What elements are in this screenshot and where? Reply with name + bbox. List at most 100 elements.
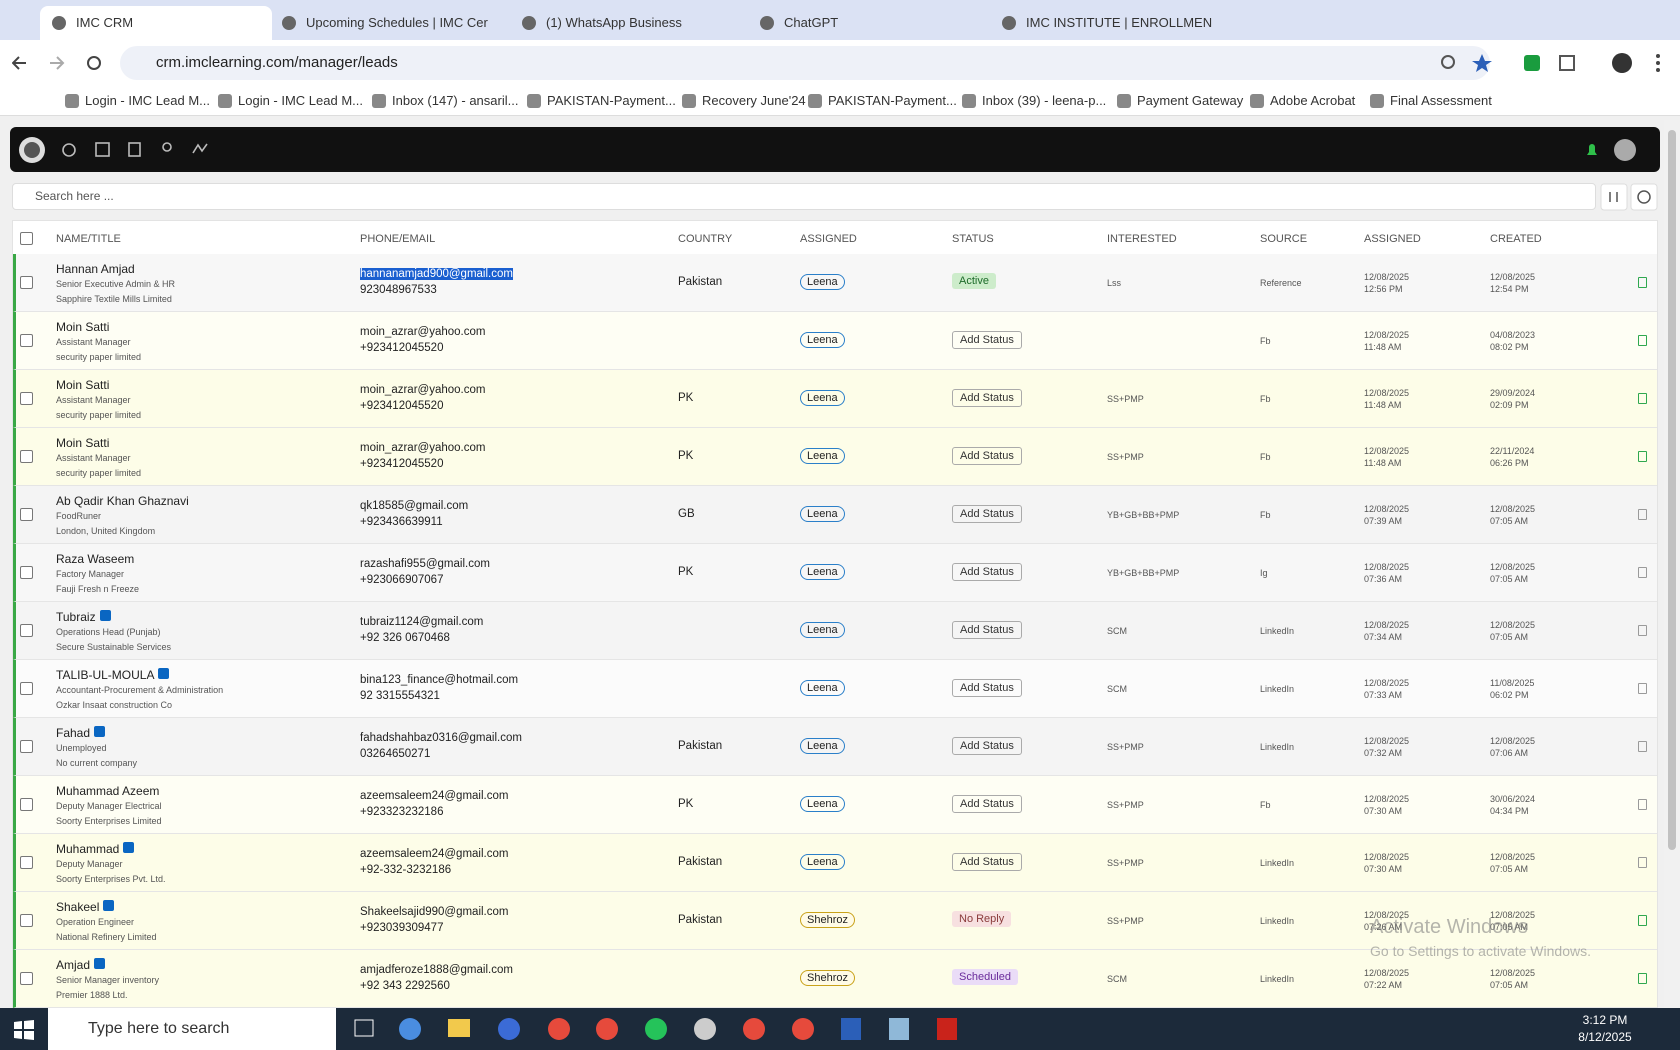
lead-email[interactable]: razashafi955@gmail.com <box>360 558 490 570</box>
lead-email[interactable]: qk18585@gmail.com <box>360 500 469 512</box>
lead-email[interactable]: bina123_finance@hotmail.com <box>360 674 519 686</box>
start-button[interactable] <box>14 1020 34 1040</box>
created-time: 02:09 PM <box>1490 400 1529 410</box>
notes-icon[interactable] <box>1638 277 1647 288</box>
row-checkbox[interactable] <box>20 276 33 289</box>
lead-email[interactable]: fahadshahbaz0316@gmail.com <box>360 732 522 744</box>
row-checkbox[interactable] <box>20 740 33 753</box>
notes-icon[interactable] <box>1638 915 1647 926</box>
lead-status[interactable]: Add Status <box>952 795 1022 813</box>
created-date: 12/08/2025 <box>1490 736 1536 746</box>
lead-status[interactable]: Add Status <box>952 331 1022 349</box>
created-date: 29/09/2024 <box>1490 388 1536 398</box>
tab[interactable]: IMC CRM <box>40 6 272 40</box>
row-checkbox[interactable] <box>20 624 33 637</box>
notes-icon[interactable] <box>1638 625 1647 636</box>
lead-status[interactable]: No Reply <box>952 911 1012 927</box>
assigned-time: 11:48 AM <box>1364 342 1402 352</box>
bookmark[interactable]: PAKISTAN-Payment... <box>527 86 676 116</box>
scrollbar[interactable] <box>1664 120 1680 1008</box>
notes-icon[interactable] <box>1638 509 1647 520</box>
row-checkbox[interactable] <box>20 334 33 347</box>
created-date: 12/08/2025 <box>1490 562 1536 572</box>
row-checkbox[interactable] <box>20 566 33 579</box>
notes-icon[interactable] <box>1638 451 1647 462</box>
row-checkbox[interactable] <box>20 798 33 811</box>
lead-title: Senior Manager inventory <box>56 975 160 985</box>
lead-row[interactable]: Moin Satti Assistant Manager security pape… <box>13 312 1657 370</box>
bookmark[interactable]: Login - IMC Lead M... <box>218 86 363 116</box>
bookmark[interactable]: Recovery June'24 <box>682 86 806 116</box>
lead-email[interactable]: moin_azrar@yahoo.com <box>360 442 486 454</box>
tab[interactable]: ChatGPT <box>748 6 970 40</box>
lead-email[interactable]: moin_azrar@yahoo.com <box>360 384 486 396</box>
lead-email[interactable]: moin_azrar@yahoo.com <box>360 326 486 338</box>
notes-icon[interactable] <box>1638 973 1647 984</box>
row-checkbox[interactable] <box>20 914 33 927</box>
bookmark[interactable]: Login - IMC Lead M... <box>65 86 210 116</box>
row-checkbox[interactable] <box>20 856 33 869</box>
lead-status[interactable]: Scheduled <box>952 969 1018 985</box>
lead-title: Senior Executive Admin & HR <box>56 279 176 289</box>
tab[interactable]: Upcoming Schedules | IMC Cer <box>270 6 492 40</box>
notes-icon[interactable] <box>1638 567 1647 578</box>
lead-row[interactable]: Muhammad Azeem Deputy Manager Electrical S… <box>13 776 1657 834</box>
lead-row[interactable]: Moin Satti Assistant Manager security pape… <box>13 370 1657 428</box>
lead-row[interactable]: TALIB-UL-MOULA Accountant-Procurement & A… <box>13 660 1657 718</box>
select-all[interactable] <box>20 232 33 245</box>
lead-source: LinkedIn <box>1260 626 1295 636</box>
row-checkbox[interactable] <box>20 972 33 985</box>
search-box[interactable]: Search here ... <box>12 183 1596 210</box>
tab[interactable]: (1) WhatsApp Business <box>510 6 732 40</box>
row-checkbox[interactable] <box>20 508 33 521</box>
taskbar-search[interactable]: Type here to search <box>48 1008 336 1050</box>
lead-status[interactable]: Add Status <box>952 389 1022 407</box>
notes-icon[interactable] <box>1638 393 1647 404</box>
bookmark-icon <box>527 94 541 108</box>
search-actions[interactable] <box>1600 183 1660 211</box>
lead-row[interactable]: Amjad Senior Manager inventory Premier 188… <box>13 950 1657 1008</box>
column-header: PHONE/EMAIL <box>360 233 436 245</box>
lead-interested: SCM <box>1107 974 1127 984</box>
lead-email[interactable]: azeemsaleem24@gmail.com <box>360 790 509 802</box>
url[interactable]: crm.imclearning.com/manager/leads <box>120 46 1490 80</box>
lead-email[interactable]: hannanamjad900@gmail.com <box>360 268 513 280</box>
lead-status[interactable]: Add Status <box>952 679 1022 697</box>
nav-buttons[interactable] <box>12 52 102 74</box>
lead-status[interactable]: Add Status <box>952 853 1022 871</box>
lead-row[interactable]: Fahad Unemployed No current company fahadsh… <box>13 718 1657 776</box>
notes-icon[interactable] <box>1638 857 1647 868</box>
lead-status[interactable]: Active <box>952 273 996 289</box>
lead-email[interactable]: amjadferoze1888@gmail.com <box>360 964 513 976</box>
lead-email[interactable]: tubraiz1124@gmail.com <box>360 616 484 628</box>
bookmark[interactable]: Inbox (147) - ansaril... <box>372 86 518 116</box>
lead-row[interactable]: Shakeel Operation Engineer National Refine… <box>13 892 1657 950</box>
row-checkbox[interactable] <box>20 682 33 695</box>
lead-row[interactable]: Hannan Amjad Senior Executive Admin & HR S… <box>13 254 1657 312</box>
notes-icon[interactable] <box>1638 683 1647 694</box>
lead-status[interactable]: Add Status <box>952 563 1022 581</box>
lead-email[interactable]: Shakeelsajid990@gmail.com <box>360 906 509 918</box>
lead-status[interactable]: Add Status <box>952 505 1022 523</box>
lead-source: LinkedIn <box>1260 974 1295 984</box>
lead-email[interactable]: azeemsaleem24@gmail.com <box>360 848 509 860</box>
lead-row[interactable]: Tubraiz Operations Head (Punjab) Secure Su… <box>13 602 1657 660</box>
lead-row[interactable]: Raza Waseem Factory Manager Fauji Fresh n … <box>13 544 1657 602</box>
notes-icon[interactable] <box>1638 741 1647 752</box>
lead-status[interactable]: Add Status <box>952 737 1022 755</box>
bookmark[interactable]: Payment Gateway <box>1117 86 1243 116</box>
lead-row[interactable]: Moin Satti Assistant Manager security pape… <box>13 428 1657 486</box>
lead-row[interactable]: Ab Qadir Khan Ghaznavi FoodRuner London, U… <box>13 486 1657 544</box>
bookmark[interactable]: Adobe Acrobat <box>1250 86 1355 116</box>
bookmark[interactable]: Final Assessment <box>1370 86 1492 116</box>
notes-icon[interactable] <box>1638 799 1647 810</box>
row-checkbox[interactable] <box>20 450 33 463</box>
notes-icon[interactable] <box>1638 335 1647 346</box>
bookmark[interactable]: Inbox (39) - leena-p... <box>962 86 1106 116</box>
bookmark[interactable]: PAKISTAN-Payment... <box>808 86 957 116</box>
tab[interactable]: IMC INSTITUTE | ENROLLMENT <box>990 6 1212 40</box>
lead-status[interactable]: Add Status <box>952 447 1022 465</box>
lead-status[interactable]: Add Status <box>952 621 1022 639</box>
row-checkbox[interactable] <box>20 392 33 405</box>
lead-row[interactable]: Muhammad Deputy Manager Soorty Enterprises… <box>13 834 1657 892</box>
